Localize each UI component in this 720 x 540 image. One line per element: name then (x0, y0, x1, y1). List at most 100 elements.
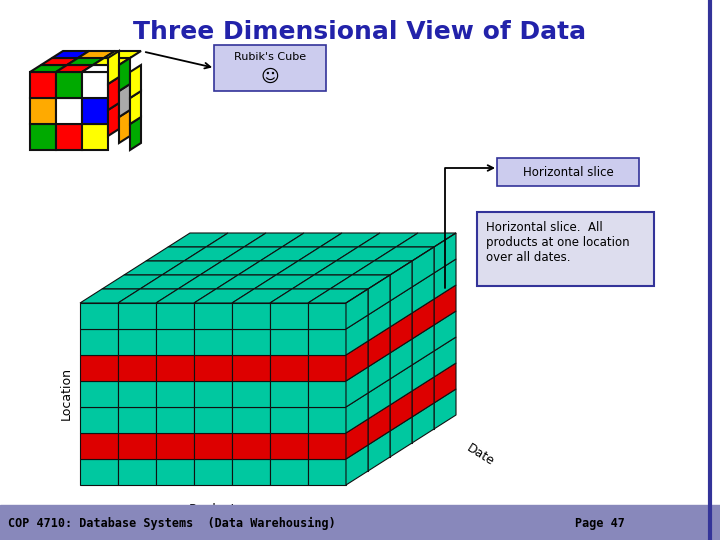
Polygon shape (390, 417, 412, 457)
Bar (178, 445, 216, 471)
Bar (276, 327, 314, 353)
Bar (282, 377, 320, 403)
Polygon shape (119, 84, 130, 117)
Bar (82, 98, 108, 124)
Bar (358, 403, 396, 429)
Polygon shape (52, 51, 89, 58)
Text: Product: Product (189, 503, 237, 516)
Bar (396, 299, 434, 325)
Polygon shape (368, 379, 390, 419)
Bar (254, 367, 292, 393)
Polygon shape (390, 261, 412, 301)
Polygon shape (368, 431, 390, 471)
Bar (282, 351, 320, 377)
Bar (282, 247, 320, 273)
Bar (238, 405, 276, 431)
Text: Page 47: Page 47 (575, 516, 625, 530)
Bar (146, 365, 184, 391)
Bar (222, 261, 260, 287)
Bar (184, 417, 222, 443)
Bar (184, 391, 222, 417)
Bar (298, 339, 336, 365)
Bar (308, 433, 346, 459)
Bar (396, 377, 434, 403)
Bar (232, 433, 270, 459)
Bar (146, 313, 184, 339)
Bar (178, 393, 216, 419)
FancyBboxPatch shape (477, 212, 654, 286)
Bar (124, 379, 162, 405)
Bar (308, 355, 346, 381)
Bar (336, 339, 374, 365)
Polygon shape (368, 275, 390, 315)
Bar (102, 315, 140, 341)
Polygon shape (336, 247, 396, 261)
Bar (156, 433, 194, 459)
Bar (200, 353, 238, 379)
Bar (292, 445, 330, 471)
Bar (232, 329, 270, 355)
Polygon shape (260, 247, 320, 261)
Bar (56, 98, 82, 124)
Bar (244, 377, 282, 403)
Polygon shape (124, 261, 184, 275)
Polygon shape (130, 91, 141, 124)
Polygon shape (346, 315, 368, 355)
Bar (232, 355, 270, 381)
Polygon shape (292, 275, 352, 289)
Bar (314, 275, 352, 301)
Bar (314, 327, 352, 353)
Bar (184, 261, 222, 287)
Bar (102, 419, 140, 445)
Bar (140, 341, 178, 367)
Bar (162, 431, 200, 457)
Bar (222, 313, 260, 339)
Bar (184, 313, 222, 339)
Bar (194, 407, 232, 433)
Bar (396, 325, 434, 351)
Bar (232, 459, 270, 485)
Bar (314, 431, 352, 457)
Bar (140, 367, 178, 393)
Polygon shape (168, 233, 228, 247)
Polygon shape (434, 233, 456, 247)
Polygon shape (346, 393, 368, 433)
Polygon shape (200, 261, 260, 275)
Bar (30, 124, 56, 150)
Bar (314, 379, 352, 405)
Bar (216, 315, 254, 341)
Polygon shape (412, 299, 434, 339)
Bar (102, 367, 140, 393)
Bar (200, 405, 238, 431)
Polygon shape (434, 337, 456, 377)
Bar (276, 379, 314, 405)
Bar (216, 419, 254, 445)
Polygon shape (270, 289, 330, 303)
Polygon shape (390, 313, 412, 353)
Polygon shape (119, 110, 130, 143)
Bar (374, 391, 412, 417)
Bar (184, 339, 222, 365)
Bar (270, 459, 308, 485)
Polygon shape (346, 289, 368, 329)
Bar (200, 379, 238, 405)
Polygon shape (238, 261, 298, 275)
Polygon shape (434, 233, 456, 273)
Polygon shape (412, 377, 434, 417)
Bar (298, 287, 336, 313)
Polygon shape (41, 58, 78, 65)
Bar (56, 124, 82, 150)
Polygon shape (412, 273, 434, 313)
Polygon shape (184, 247, 244, 261)
Polygon shape (104, 51, 141, 58)
Bar (178, 315, 216, 341)
Bar (330, 341, 368, 367)
Bar (124, 353, 162, 379)
Polygon shape (194, 289, 254, 303)
Bar (118, 381, 156, 407)
Bar (178, 419, 216, 445)
Polygon shape (254, 275, 314, 289)
Polygon shape (298, 247, 358, 261)
Polygon shape (156, 289, 216, 303)
Bar (168, 325, 206, 351)
